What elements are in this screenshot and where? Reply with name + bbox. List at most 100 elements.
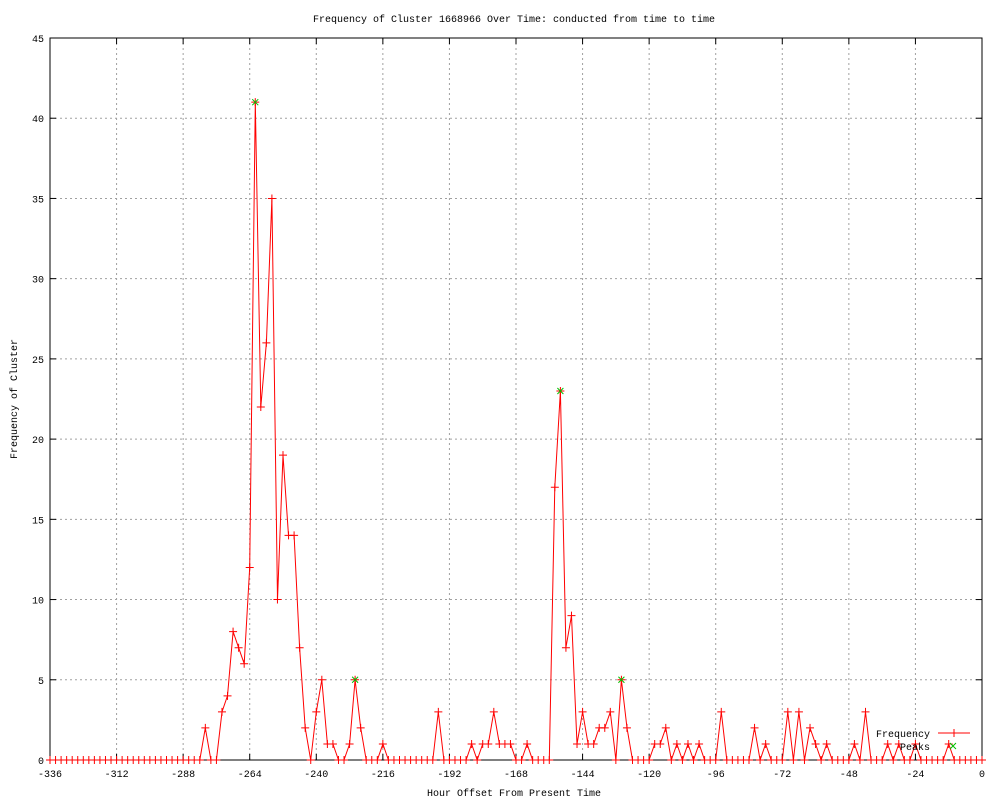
- frequency-point: [267, 194, 276, 203]
- frequency-point: [256, 403, 265, 412]
- chart-title: Frequency of Cluster 1668966 Over Time: …: [313, 14, 715, 26]
- x-tick-label: -264: [238, 770, 262, 781]
- y-tick-label: 15: [32, 516, 44, 527]
- x-tick-label: 0: [979, 770, 985, 781]
- frequency-point: [622, 723, 631, 732]
- frequency-point: [689, 756, 698, 764]
- frequency-point: [517, 756, 526, 764]
- frequency-point: [883, 739, 892, 748]
- peak-point: [251, 98, 259, 106]
- frequency-point: [894, 739, 903, 748]
- x-tick-label: -216: [371, 770, 395, 781]
- frequency-point: [567, 611, 576, 620]
- x-tick-label: -336: [38, 770, 62, 781]
- legend-marker-peaks: [949, 742, 957, 750]
- frequency-point: [306, 756, 315, 764]
- frequency-point: [822, 739, 831, 748]
- frequency-point: [578, 707, 587, 716]
- frequency-point: [889, 756, 898, 764]
- frequency-point: [434, 707, 443, 716]
- frequency-point: [489, 707, 498, 716]
- y-tick-label: 35: [32, 195, 44, 206]
- frequency-line: [50, 102, 982, 762]
- frequency-point: [672, 739, 681, 748]
- x-tick-label: -288: [171, 770, 195, 781]
- series-layer: [46, 98, 986, 764]
- frequency-point: [473, 756, 482, 764]
- frequency-point: [279, 451, 287, 460]
- frequency-point: [756, 756, 765, 764]
- frequency-point: [550, 483, 559, 492]
- frequency-point: [234, 643, 243, 652]
- frequency-point: [301, 723, 310, 732]
- x-tick-label: -72: [773, 770, 791, 781]
- frequency-point: [656, 739, 665, 748]
- frequency-point: [212, 756, 221, 764]
- frequency-point: [356, 723, 365, 732]
- frequency-point: [678, 756, 687, 764]
- frequency-point: [783, 707, 792, 716]
- frequency-point: [378, 739, 387, 748]
- frequency-point: [606, 707, 615, 716]
- frequency-point: [340, 756, 349, 764]
- frequency-point: [229, 627, 238, 636]
- frequency-point: [217, 707, 226, 716]
- y-tick-label: 40: [32, 115, 44, 126]
- frequency-point: [806, 723, 815, 732]
- frequency-point: [317, 675, 326, 684]
- y-tick-label: 5: [38, 677, 44, 688]
- frequency-point: [545, 756, 554, 764]
- frequency-point: [328, 739, 337, 748]
- frequency-point: [573, 739, 582, 748]
- frequency-point: [462, 756, 471, 764]
- frequency-point: [345, 739, 354, 748]
- frequency-point: [273, 595, 282, 604]
- legend-label-peaks: Peaks: [900, 742, 930, 754]
- x-tick-label: -48: [840, 770, 858, 781]
- frequency-point: [523, 739, 532, 748]
- frequency-point: [778, 756, 787, 764]
- peak-point: [351, 676, 359, 684]
- frequency-point: [711, 756, 720, 764]
- frequency-point: [683, 739, 692, 748]
- frequency-point: [484, 739, 493, 748]
- frequency-point: [661, 723, 670, 732]
- y-tick-label: 25: [32, 356, 44, 367]
- frequency-point: [761, 739, 770, 748]
- legend: Frequency Peaks: [876, 729, 970, 754]
- grid: [50, 38, 982, 760]
- frequency-point: [290, 531, 299, 540]
- legend-label-frequency: Frequency: [876, 730, 930, 741]
- y-axis-label: Frequency of Cluster: [9, 339, 21, 459]
- frequency-point: [789, 756, 798, 764]
- peak-point: [557, 387, 564, 395]
- frequency-point: [589, 739, 598, 748]
- frequency-point: [817, 756, 826, 764]
- frequency-point: [745, 756, 753, 764]
- x-tick-label: -240: [304, 770, 328, 781]
- x-tick-label: -168: [504, 770, 528, 781]
- frequency-point: [645, 756, 654, 764]
- frequency-point: [750, 723, 759, 732]
- frequency-point: [861, 707, 870, 716]
- x-axis-label: Hour Offset From Present Time: [427, 788, 601, 800]
- frequency-point: [373, 756, 382, 764]
- frequency-point: [467, 739, 476, 748]
- y-tick-label: 30: [32, 276, 44, 287]
- frequency-point: [506, 739, 515, 748]
- x-tick-label: -120: [637, 770, 661, 781]
- frequency-point: [844, 756, 853, 764]
- frequency-point: [245, 563, 254, 572]
- x-tick-label: -312: [105, 770, 129, 781]
- peak-point: [618, 676, 625, 684]
- frequency-point: [561, 643, 570, 652]
- frequency-point: [262, 338, 271, 347]
- frequency-point: [195, 756, 204, 764]
- frequency-point: [978, 756, 986, 764]
- y-tick-label: 20: [32, 436, 44, 447]
- y-tick-label: 10: [32, 597, 44, 608]
- frequency-point: [600, 723, 609, 732]
- frequency-point: [312, 707, 321, 716]
